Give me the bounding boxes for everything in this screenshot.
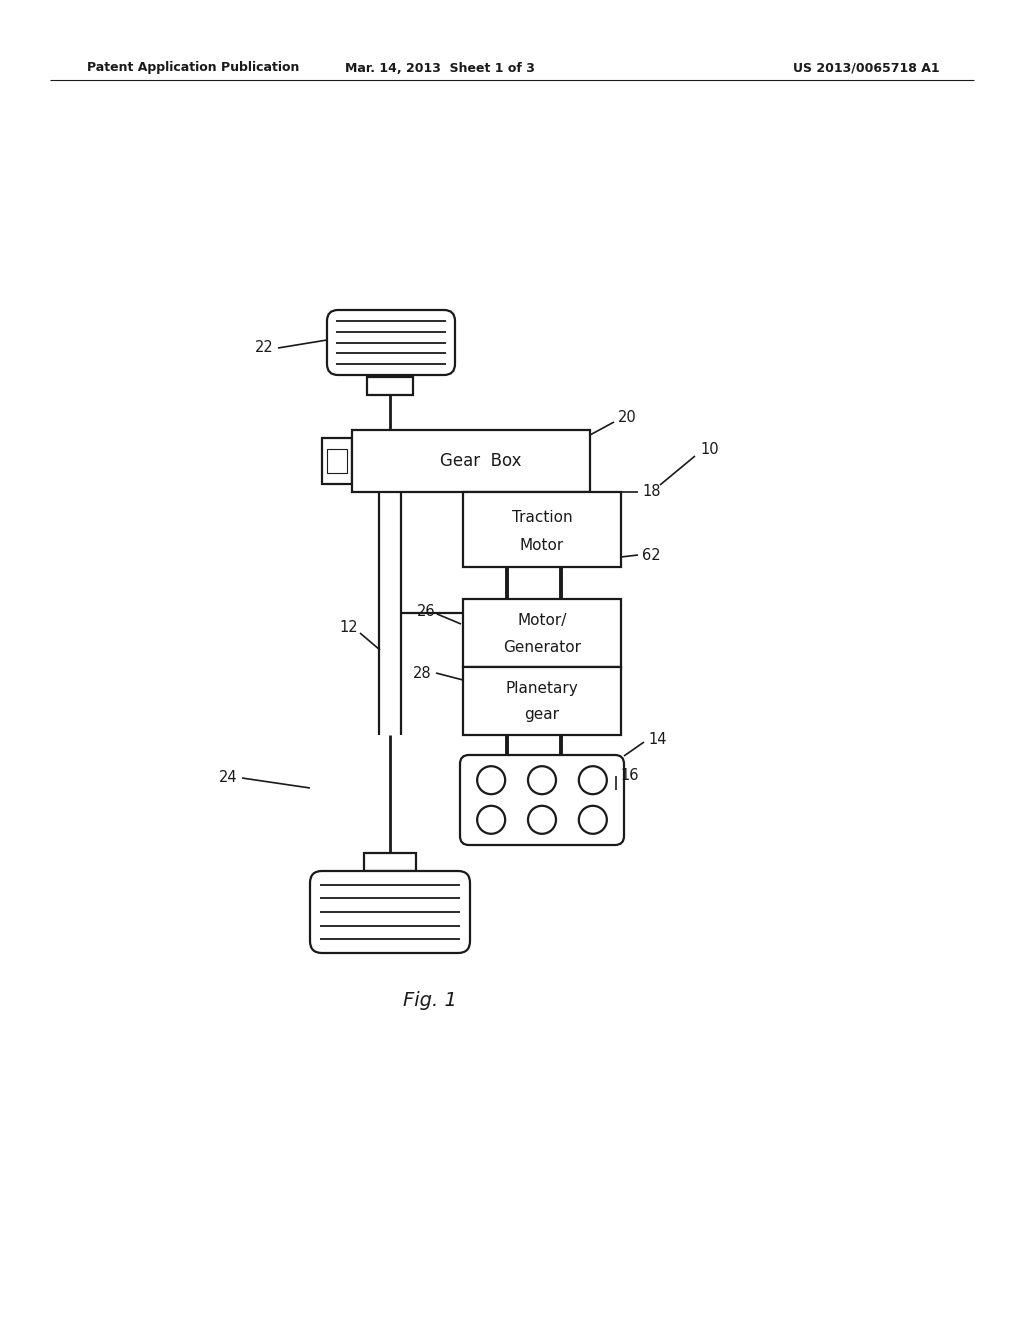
- Text: Fig. 1: Fig. 1: [403, 990, 457, 1010]
- Text: Motor: Motor: [520, 537, 564, 553]
- Text: 22: 22: [255, 341, 273, 355]
- Bar: [463, 667, 621, 735]
- Text: Motor/: Motor/: [517, 614, 566, 628]
- Text: 20: 20: [618, 411, 637, 425]
- Bar: [364, 853, 416, 871]
- Bar: [463, 492, 621, 568]
- Text: 18: 18: [642, 484, 660, 499]
- Text: 16: 16: [620, 767, 639, 783]
- Bar: [367, 378, 413, 395]
- Bar: [322, 438, 352, 484]
- Text: 14: 14: [648, 733, 667, 747]
- Text: gear: gear: [524, 708, 559, 722]
- Text: Patent Application Publication: Patent Application Publication: [87, 62, 299, 74]
- Text: 26: 26: [417, 605, 435, 619]
- Bar: [463, 599, 621, 667]
- Text: 12: 12: [339, 620, 358, 635]
- Text: 10: 10: [700, 442, 719, 458]
- Text: 24: 24: [219, 771, 238, 785]
- Text: Traction: Traction: [512, 511, 572, 525]
- Text: Gear  Box: Gear Box: [440, 451, 522, 470]
- Text: 62: 62: [642, 548, 660, 562]
- Text: Generator: Generator: [503, 639, 581, 655]
- Bar: [327, 449, 347, 473]
- Text: Planetary: Planetary: [506, 681, 579, 697]
- FancyBboxPatch shape: [310, 871, 470, 953]
- Bar: [352, 430, 590, 492]
- Text: US 2013/0065718 A1: US 2013/0065718 A1: [794, 62, 940, 74]
- FancyBboxPatch shape: [460, 755, 624, 845]
- Text: Mar. 14, 2013  Sheet 1 of 3: Mar. 14, 2013 Sheet 1 of 3: [345, 62, 535, 74]
- Text: 28: 28: [414, 665, 432, 681]
- FancyBboxPatch shape: [327, 310, 455, 375]
